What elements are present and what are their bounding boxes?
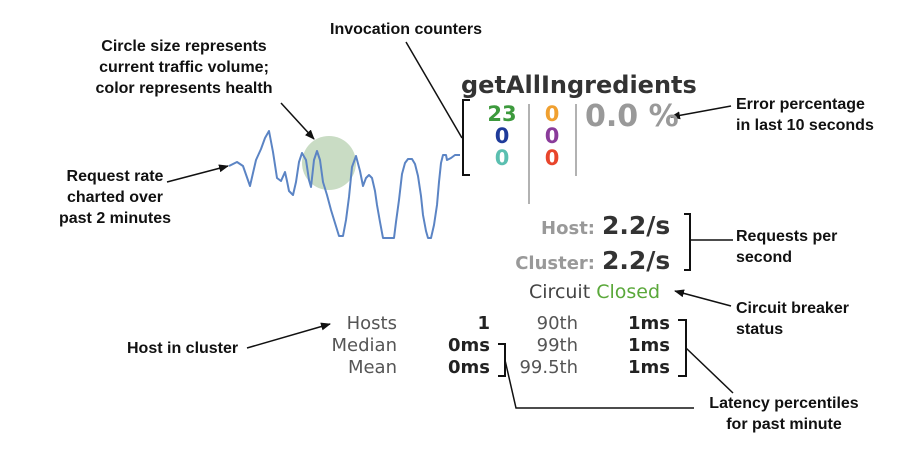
counters-leader-line: [405, 41, 463, 139]
cluster-rate-value: 2.2/s: [602, 246, 671, 275]
latency-label-mean: Mean: [347, 357, 397, 378]
counter-column-2: 0 0 0: [538, 103, 566, 169]
latency-median-bracket: [498, 343, 506, 377]
error-percentage: 0.0 %: [585, 99, 679, 134]
annotation-circle: Circle size represents current traffic v…: [72, 36, 296, 99]
annotation-request-rate: Request rate charted over past 2 minutes: [50, 166, 180, 229]
annotation-breaker-line-1: Circuit breaker: [736, 300, 849, 317]
annotation-circuit-breaker: Circuit breaker status: [736, 298, 849, 340]
counters-bracket: [462, 99, 470, 176]
annotation-host-in-cluster: Host in cluster: [127, 340, 239, 357]
latency-label-99th: 99th: [536, 335, 578, 356]
rps-bracket: [684, 213, 691, 271]
latency-value-90th: 1ms: [628, 313, 670, 334]
latency-right-values: 1ms 1ms 1ms: [610, 313, 670, 379]
host-rate-label: Host:: [541, 218, 595, 239]
host-rate-value: 2.2/s: [602, 211, 671, 240]
latency-label-hosts: Hosts: [346, 313, 397, 334]
counter-timeout: 0: [544, 102, 560, 126]
cluster-rate-label: Cluster:: [515, 253, 595, 274]
latency-right-leader: [685, 347, 734, 394]
circuit-state: Closed: [596, 281, 661, 303]
arrow-circuit-breaker: [674, 289, 732, 307]
annotation-breaker-line-2: status: [736, 321, 784, 338]
counter-short-circuited: 0: [494, 124, 510, 148]
annotation-request-rate-line-3: past 2 minutes: [58, 210, 172, 227]
annotation-latency-line-2: for past minute: [726, 416, 842, 433]
annotation-error-percentage-line-1: Error percentage: [736, 96, 865, 113]
annotation-requests-per-second: Requests per second: [736, 226, 837, 268]
counter-column-1: 23 0 0: [484, 103, 520, 169]
annotation-circle-line-3: color represents health: [95, 80, 273, 97]
latency-value-hosts: 1: [477, 313, 490, 334]
latency-right-labels: 90th 99th 99.5th: [505, 313, 578, 379]
counter-success: 23: [487, 102, 517, 126]
annotation-latency-percentiles: Latency percentiles for past minute: [696, 393, 872, 435]
latency-value-mean: 0ms: [448, 357, 490, 378]
health-circle: [302, 136, 356, 190]
request-rate-sparkline: [228, 130, 460, 239]
annotation-rps-line-2: second: [736, 249, 793, 266]
annotation-error-percentage: Error percentage in last 10 seconds: [736, 94, 874, 136]
latency-left-labels: Hosts Median Mean: [300, 313, 397, 379]
counter-rejected: 0: [544, 124, 560, 148]
latency-left-values: 1 0ms 0ms: [430, 313, 490, 379]
annotation-invocation-counters: Invocation counters: [330, 21, 483, 38]
latency-right-bracket: [678, 319, 687, 377]
arrow-request-rate: [166, 164, 229, 183]
arrow-error-percentage: [670, 105, 732, 120]
latency-label-90th: 90th: [536, 313, 578, 334]
arrow-circle: [280, 102, 315, 140]
circuit-label: Circuit: [529, 281, 591, 303]
latency-median-leader: [504, 359, 694, 409]
annotation-rps-line-1: Requests per: [736, 228, 838, 245]
annotation-request-rate-line-1: Request rate: [66, 168, 164, 185]
arrow-host-in-cluster: [246, 322, 331, 349]
annotation-circle-line-2: current traffic volume;: [99, 59, 269, 76]
latency-label-99-5th: 99.5th: [519, 357, 578, 378]
annotation-circle-line-1: Circle size represents: [101, 38, 267, 55]
latency-value-median: 0ms: [448, 335, 490, 356]
annotation-request-rate-line-2: charted over: [66, 189, 164, 206]
latency-value-99th: 1ms: [628, 335, 670, 356]
latency-label-median: Median: [331, 335, 397, 356]
circuit-status: Circuit Closed: [529, 281, 660, 303]
counter-bad-request: 0: [494, 146, 510, 170]
annotation-latency-line-1: Latency percentiles: [709, 395, 859, 412]
annotation-error-percentage-line-2: in last 10 seconds: [736, 117, 874, 134]
latency-value-99-5th: 1ms: [628, 357, 670, 378]
counter-failure: 0: [544, 146, 560, 170]
command-name: getAllIngredients: [461, 71, 697, 99]
